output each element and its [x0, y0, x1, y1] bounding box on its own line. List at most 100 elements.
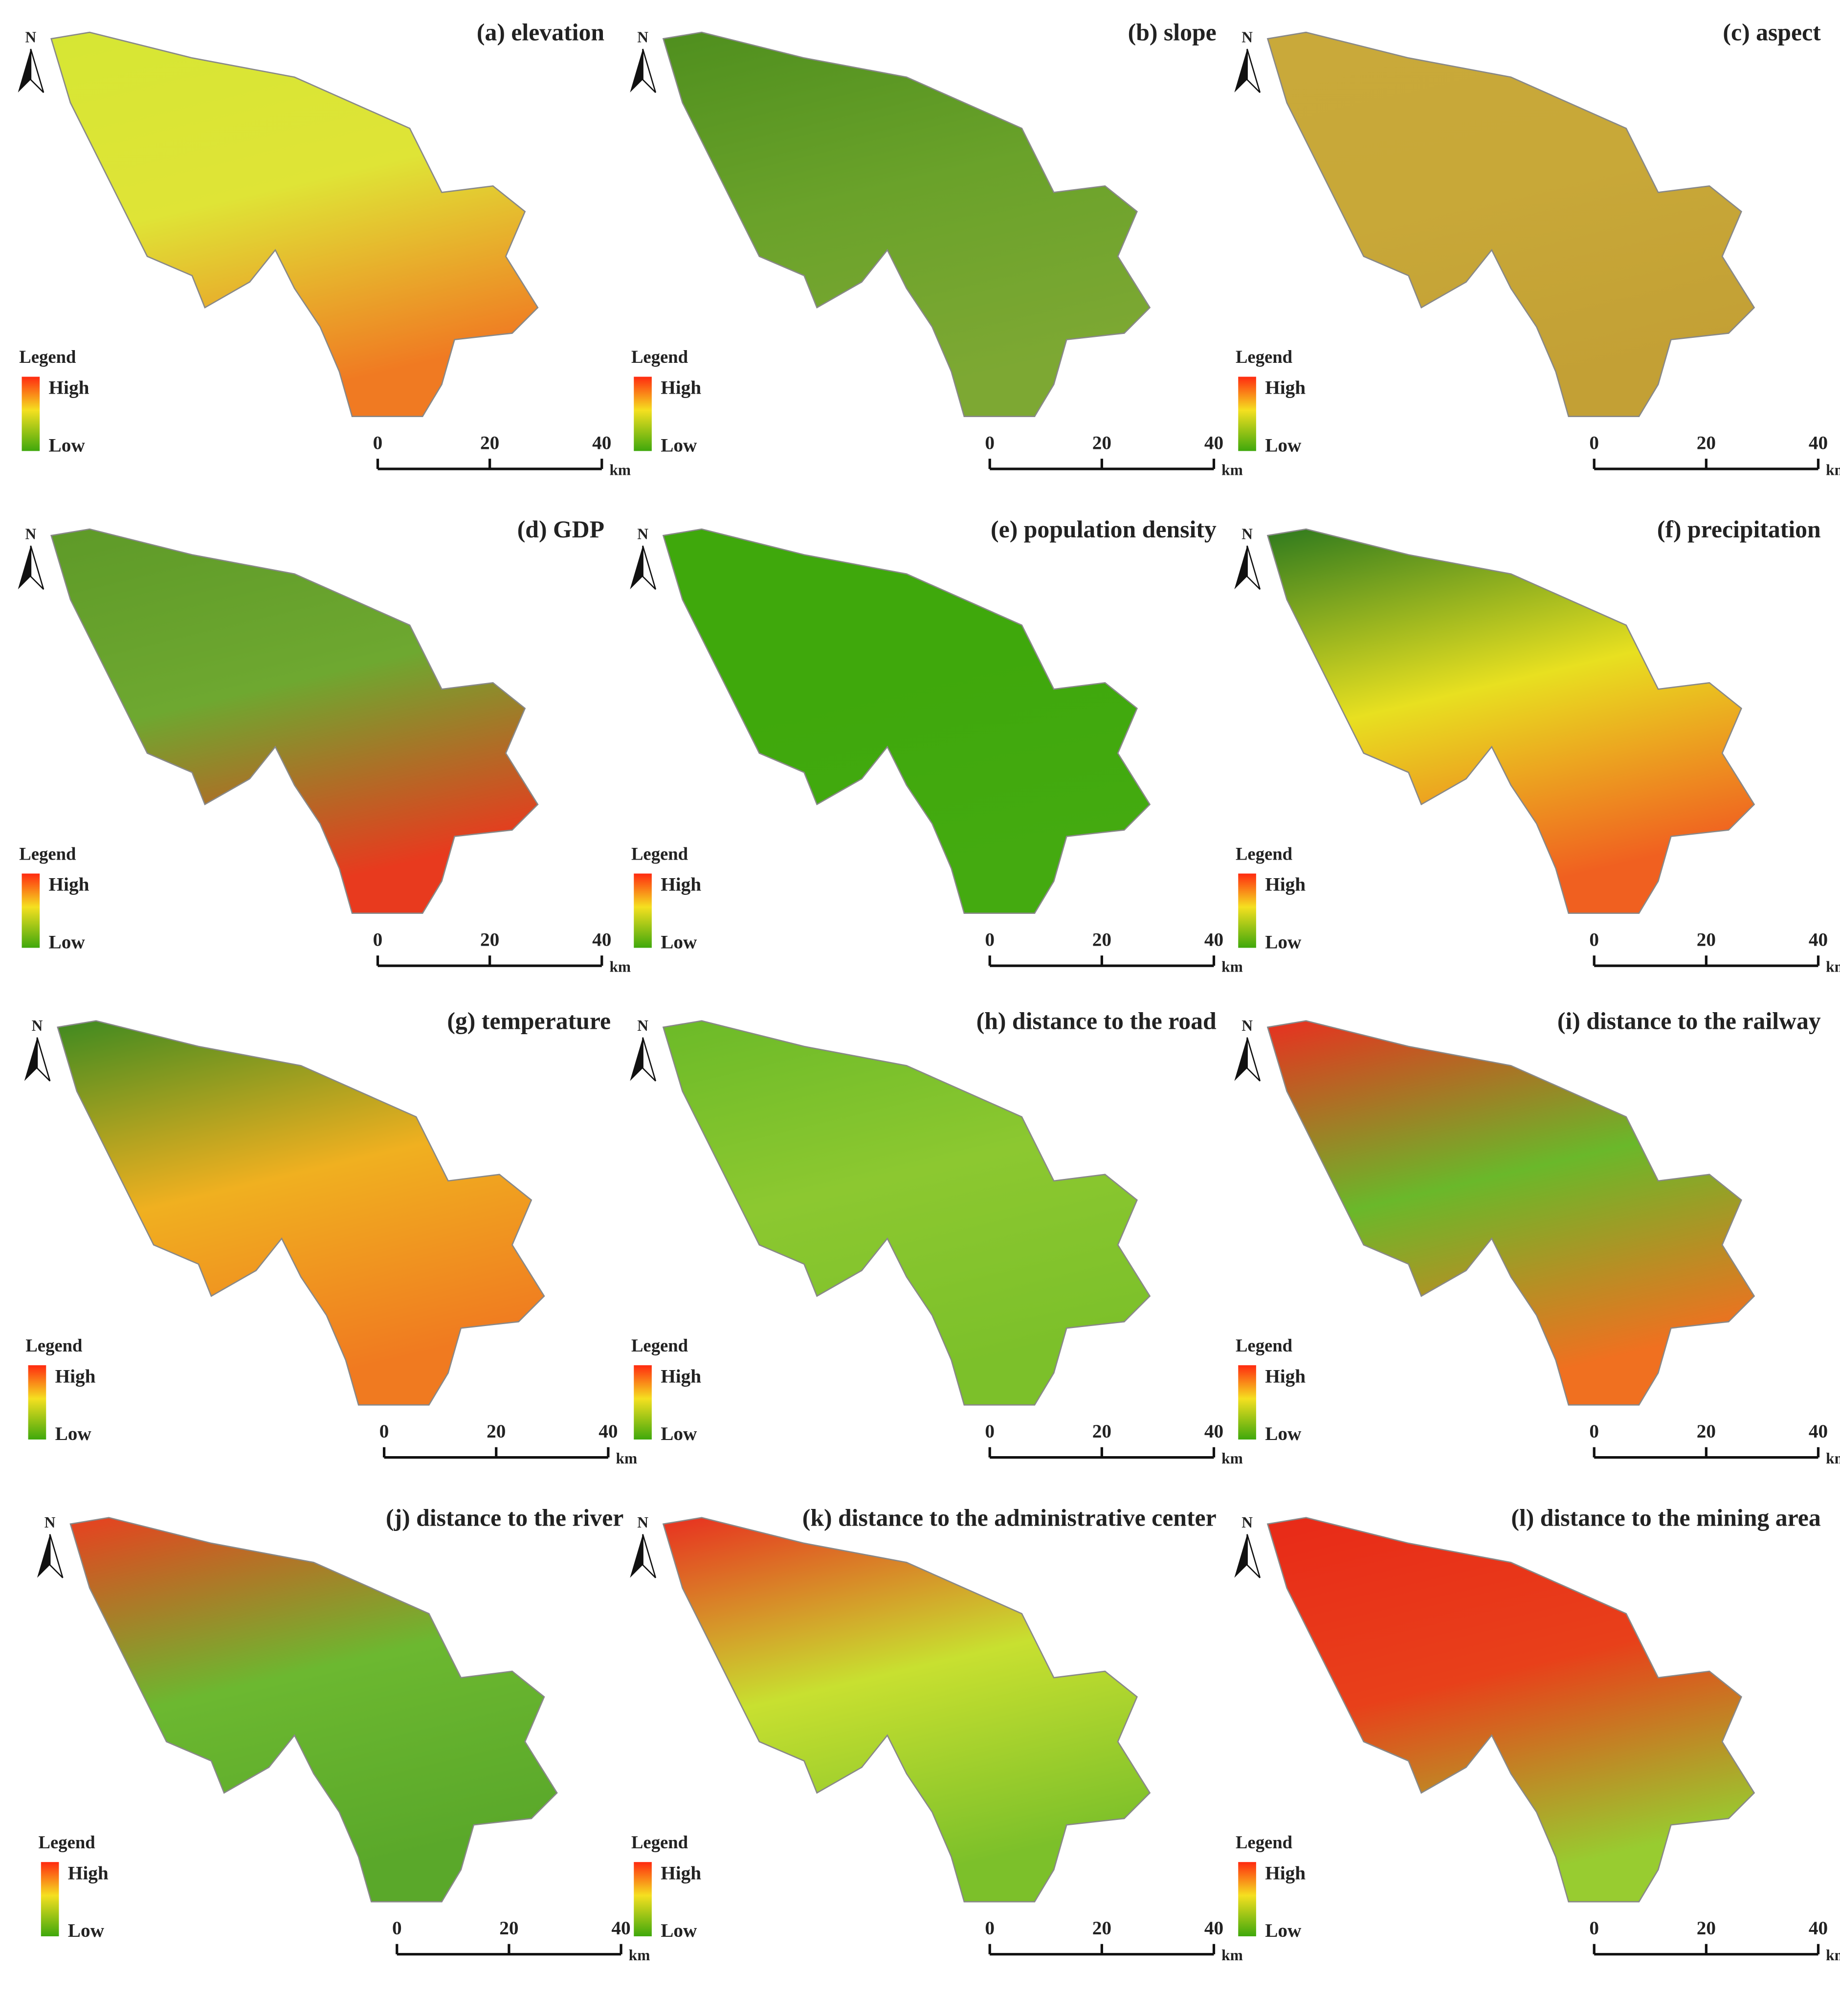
panel-title: (f) precipitation	[1657, 516, 1821, 543]
region-map	[69, 1517, 558, 1903]
scale-unit: km	[1826, 461, 1840, 478]
legend-low: Low	[49, 932, 86, 953]
scale-label: 40	[1204, 929, 1223, 950]
legend-title: Legend	[1236, 1832, 1292, 1852]
legend-high: High	[661, 874, 701, 895]
legend-title: Legend	[631, 347, 688, 367]
scale-label: 20	[1092, 1421, 1111, 1442]
panel-title: (a) elevation	[477, 19, 604, 46]
legend-high: High	[661, 1366, 701, 1387]
legend-high: High	[55, 1366, 96, 1387]
scale-label: 20	[1092, 929, 1111, 950]
north-label: N	[25, 525, 37, 542]
legend-title: Legend	[19, 843, 76, 864]
scale-label: 0	[985, 929, 995, 950]
legend-bar	[1238, 1862, 1256, 1937]
region-map	[50, 31, 539, 417]
legend-title: Legend	[19, 347, 76, 367]
scale-unit: km	[1826, 1450, 1840, 1467]
panel-title: (l) distance to the mining area	[1511, 1504, 1820, 1531]
legend-title: Legend	[631, 843, 688, 864]
north-label: N	[637, 1017, 648, 1034]
scale-label: 20	[1092, 432, 1111, 453]
legend-title: Legend	[25, 1335, 82, 1355]
scale-label: 40	[592, 929, 611, 950]
map-panel: (e) population density N Legend High Low 0 20 4…	[630, 516, 1243, 975]
north-arrow	[1246, 48, 1261, 93]
scale-unit: km	[609, 958, 631, 975]
legend-low: Low	[1265, 1423, 1302, 1444]
panel-title: (j) distance to the river	[386, 1504, 623, 1531]
north-label: N	[44, 1514, 56, 1531]
scale-label: 20	[1697, 1918, 1716, 1939]
scale-label: 0	[1589, 929, 1599, 950]
scale-unit: km	[1826, 1947, 1840, 1964]
north-label: N	[637, 525, 648, 542]
legend-high: High	[661, 377, 701, 399]
scale-label: 40	[1809, 432, 1828, 453]
scale-label: 20	[480, 929, 499, 950]
north-arrow	[24, 1037, 37, 1081]
north-arrow	[642, 48, 657, 93]
scale-unit: km	[1221, 1947, 1243, 1964]
scale-label: 0	[985, 1421, 995, 1442]
region-map	[662, 1020, 1151, 1406]
scale-label: 0	[379, 1421, 389, 1442]
north-label: N	[1241, 525, 1253, 542]
scale-label: 20	[1092, 1918, 1111, 1939]
legend-title: Legend	[631, 1832, 688, 1852]
legend-bar	[634, 377, 652, 451]
scale-label: 40	[1809, 1421, 1828, 1442]
scale-label: 40	[1809, 1918, 1828, 1939]
map-panel: (a) elevation N Legend High Low 0 20 40 km	[18, 19, 631, 478]
scale-unit: km	[629, 1947, 650, 1964]
map-panel: (l) distance to the mining area N Legend Hi…	[1234, 1504, 1840, 1964]
north-label: N	[32, 1017, 43, 1034]
legend-high: High	[49, 874, 89, 895]
map-panel: (j) distance to the river N Legend High Low 0…	[37, 1504, 650, 1964]
scale-label: 0	[373, 929, 383, 950]
north-label: N	[1241, 1017, 1253, 1034]
scale-label: 0	[1589, 1421, 1599, 1442]
panel-title: (g) temperature	[447, 1007, 611, 1034]
panel-title: (c) aspect	[1723, 19, 1821, 46]
panel-title: (h) distance to the road	[976, 1007, 1217, 1034]
region-map	[1266, 1517, 1755, 1903]
legend-low: Low	[661, 1423, 697, 1444]
legend-low: Low	[55, 1423, 92, 1444]
scale-unit: km	[1221, 1450, 1243, 1467]
legend-title: Legend	[1236, 843, 1292, 864]
legend-title: Legend	[1236, 1335, 1292, 1355]
north-arrow	[37, 1534, 50, 1578]
north-arrow	[18, 49, 31, 93]
legend-bar	[28, 1365, 46, 1440]
legend-low: Low	[661, 435, 697, 456]
north-arrow	[1246, 1534, 1261, 1578]
scale-label: 0	[985, 432, 995, 453]
panel-title: (d) GDP	[517, 516, 604, 543]
legend-bar	[22, 873, 40, 948]
panel-title: (e) population density	[991, 516, 1217, 543]
legend-bar	[1238, 1365, 1256, 1440]
north-arrow	[30, 48, 44, 93]
legend-title: Legend	[631, 1335, 688, 1355]
legend-title: Legend	[39, 1832, 95, 1852]
region-map	[57, 1020, 545, 1406]
north-arrow	[1234, 49, 1247, 93]
north-arrow	[1246, 1037, 1261, 1082]
legend-low: Low	[49, 435, 86, 456]
scale-label: 20	[1697, 1421, 1716, 1442]
region-map	[1266, 1020, 1755, 1406]
region-map	[662, 1517, 1151, 1903]
north-label: N	[637, 1514, 648, 1531]
legend-low: Low	[1265, 435, 1302, 456]
north-arrow	[630, 1037, 643, 1081]
scale-label: 0	[1589, 1918, 1599, 1939]
map-panel: (i) distance to the railway N Legend High Lo…	[1234, 1007, 1840, 1467]
legend-low: Low	[661, 932, 697, 953]
map-panel: (g) temperature N Legend High Low 0 20 40 km	[24, 1007, 637, 1467]
scale-unit: km	[1221, 958, 1243, 975]
map-panel: (b) slope N Legend High Low 0 20 40 km	[630, 19, 1243, 478]
